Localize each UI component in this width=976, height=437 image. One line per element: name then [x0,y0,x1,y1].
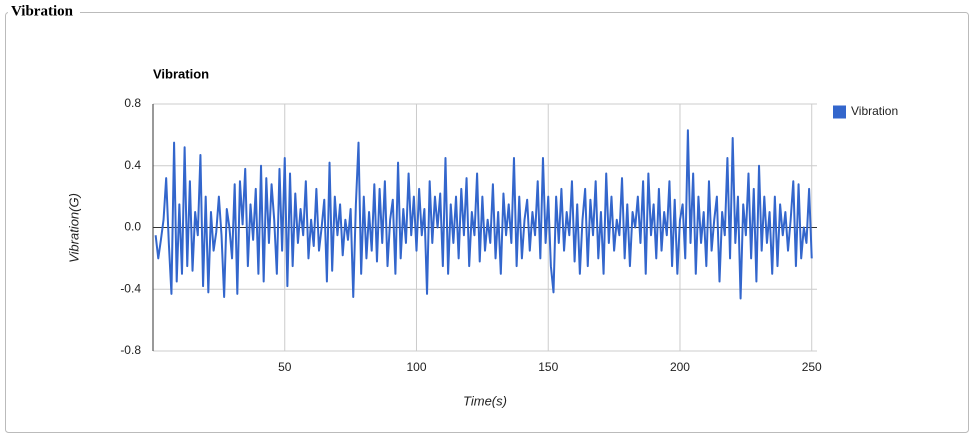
x-tick-label: 50 [278,360,292,374]
panel-title-bg [8,4,80,20]
x-axis-title: Time(s) [463,393,507,408]
legend-swatch [833,105,846,119]
legend-label: Vibration [851,104,898,118]
y-tick-label: -0.4 [120,281,141,295]
y-tick-label: 0.8 [124,96,141,110]
x-tick-label: 100 [406,360,426,374]
panel-title: Vibration [11,3,74,19]
x-tick-label: 150 [538,360,558,374]
chart-title: Vibration [153,66,209,81]
series-line [154,129,813,300]
panel-border [5,12,969,433]
x-tick-label: 200 [670,360,690,374]
y-tick-label: 0.4 [124,158,141,172]
y-tick-label: 0.0 [124,220,141,234]
y-axis-title: Vibration(G) [66,193,81,263]
x-tick-label: 250 [802,360,822,374]
y-tick-label: -0.8 [120,343,141,357]
